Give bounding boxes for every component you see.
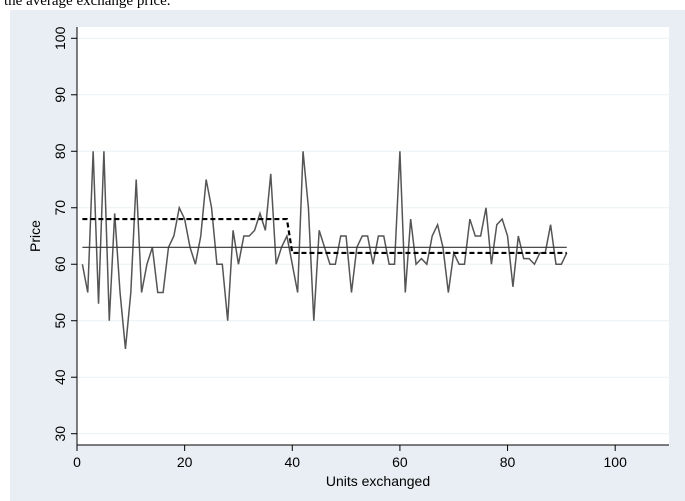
y-tick-label-40: 40: [52, 369, 68, 385]
x-tick-label-40: 40: [284, 454, 300, 470]
x-tick-label-80: 80: [500, 454, 516, 470]
plot-area: [77, 27, 669, 445]
y-tick-label-70: 70: [52, 200, 68, 216]
x-tick-label-100: 100: [604, 454, 628, 470]
figure-caption: the average exchange price.: [4, 0, 171, 9]
y-tick-label-100: 100: [52, 26, 68, 50]
y-tick-label-80: 80: [52, 143, 68, 159]
x-axis-title: Units exchanged: [326, 473, 430, 489]
axes: 30 40 50 60 70 80 90 100 0 20 40 60 80 100: [52, 26, 669, 470]
x-tick-label-0: 0: [73, 454, 81, 470]
chart-figure: 30 40 50 60 70 80 90 100 0 20 40 60 80 100 Units exch…: [10, 10, 685, 501]
y-tick-label-60: 60: [52, 256, 68, 272]
x-tick-label-20: 20: [177, 454, 193, 470]
y-tick-label-50: 50: [52, 313, 68, 329]
y-tick-label-30: 30: [52, 426, 68, 442]
x-tick-label-60: 60: [392, 454, 408, 470]
y-axis-title: Price: [27, 220, 43, 252]
series-layer: [81, 151, 568, 350]
y-tick-label-90: 90: [52, 87, 68, 103]
grid-lines: [77, 37, 669, 435]
price-chart: 30 40 50 60 70 80 90 100 0 20 40 60 80 100 Units exch…: [27, 26, 669, 489]
series-line-2: [82, 217, 567, 255]
